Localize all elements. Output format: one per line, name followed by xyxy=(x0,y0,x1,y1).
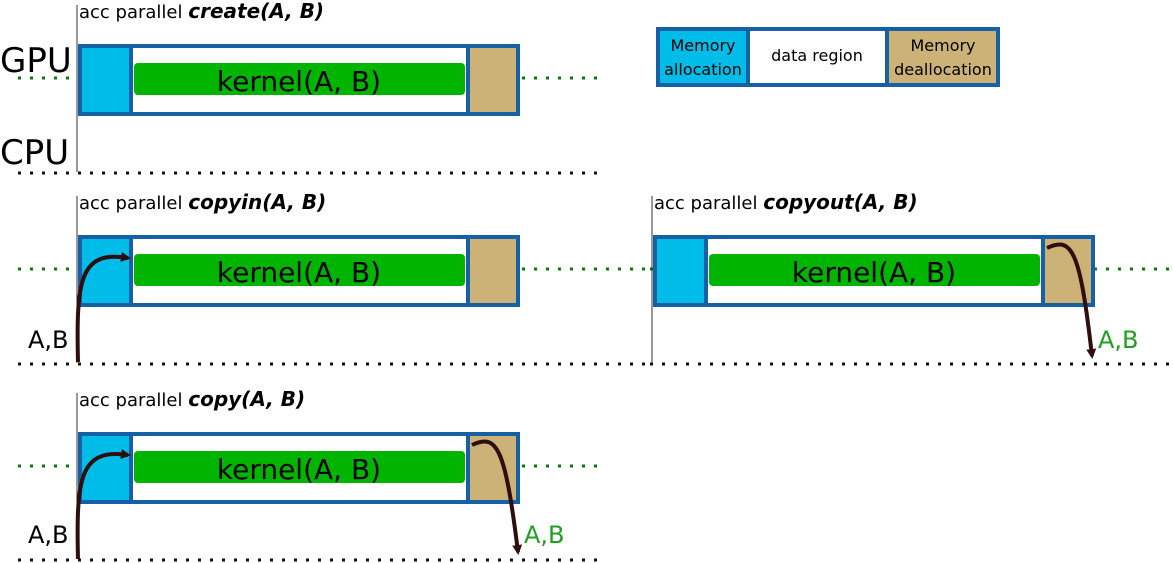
legend-dealloc-line1: Memory xyxy=(910,36,975,55)
legend-alloc-line1: Memory xyxy=(670,36,735,55)
legend: Memory allocation data region Memory dea… xyxy=(656,27,1000,87)
cpu-lane-label: CPU xyxy=(0,133,69,173)
directive-label: acc parallel copyin(A, B) xyxy=(79,190,326,214)
legend-region-label: data region xyxy=(771,46,863,65)
memory-allocation-block xyxy=(78,432,133,504)
output-label: A,B xyxy=(524,521,565,549)
directive-clause: copyin(A, B) xyxy=(188,190,326,214)
kernel-bar xyxy=(134,63,465,95)
kernel-label: kernel(A, B) xyxy=(217,453,381,486)
gpu-lane-label: GPU xyxy=(0,41,72,81)
directive-prefix: acc parallel xyxy=(79,2,188,23)
kernel-label: kernel(A, B) xyxy=(217,256,381,289)
directive-label: acc parallel copy(A, B) xyxy=(79,387,305,411)
directive-label: acc parallel copyout(A, B) xyxy=(654,190,918,214)
memory-deallocation-block xyxy=(466,44,520,116)
input-label: A,B xyxy=(28,326,69,354)
memory-allocation-block xyxy=(653,235,708,307)
directive-label: acc parallel create(A, B) xyxy=(79,0,324,23)
directive-clause: copy(A, B) xyxy=(188,387,305,411)
kernel-bar xyxy=(709,254,1040,286)
legend-alloc-swatch xyxy=(656,27,750,87)
panel-copyout: acc parallel copyout(A, B) kernel(A, B) … xyxy=(650,190,1173,366)
legend-dealloc-line2: deallocation xyxy=(894,60,992,79)
directive-prefix: acc parallel xyxy=(79,390,188,411)
legend-dealloc-swatch xyxy=(885,27,1000,87)
output-label: A,B xyxy=(1098,326,1139,354)
copyin-arrow xyxy=(75,449,131,560)
panel-create: acc parallel create(A, B) kernel(A, B) xyxy=(18,0,598,175)
panel-copy: acc parallel copy(A, B) kernel(A, B) A,B… xyxy=(18,387,598,562)
directive-prefix: acc parallel xyxy=(79,193,188,214)
copyin-arrow xyxy=(75,251,131,363)
memory-allocation-block xyxy=(78,44,133,116)
copyout-arrow xyxy=(1046,242,1097,359)
input-label: A,B xyxy=(28,521,69,549)
kernel-label: kernel(A, B) xyxy=(792,256,956,289)
kernel-bar xyxy=(134,254,465,286)
legend-alloc-line2: allocation xyxy=(664,60,742,79)
panel-copyin: acc parallel copyin(A, B) kernel(A, B) A… xyxy=(18,190,650,366)
kernel-label: kernel(A, B) xyxy=(217,65,381,98)
directive-clause: create(A, B) xyxy=(188,0,324,23)
kernel-bar xyxy=(134,451,465,483)
directive-prefix: acc parallel xyxy=(654,193,763,214)
copyout-arrow xyxy=(471,439,523,555)
memory-deallocation-block xyxy=(466,235,520,307)
directive-clause: copyout(A, B) xyxy=(763,190,917,214)
